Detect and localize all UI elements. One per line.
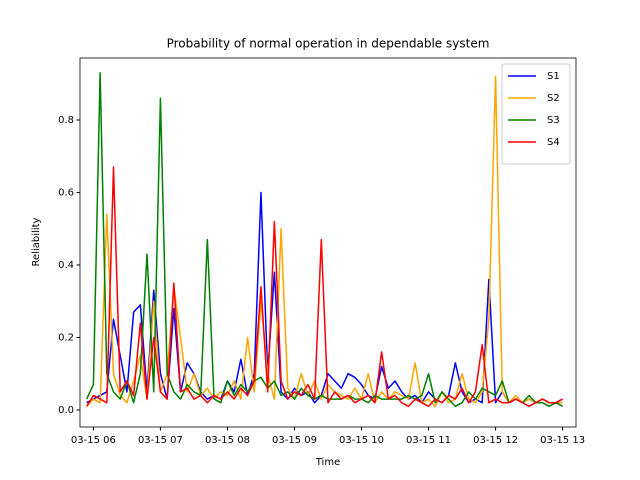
legend-label: S3	[547, 115, 560, 126]
plot-frame	[79, 57, 577, 428]
y-tick-label: 0.8	[58, 115, 74, 126]
x-axis-label: Time	[315, 457, 340, 468]
legend-label: S2	[547, 93, 560, 104]
x-tick-label: 03-15 07	[138, 435, 183, 446]
series-line	[86, 166, 563, 408]
series-line	[86, 75, 563, 408]
x-tick-label: 03-15 08	[205, 435, 250, 446]
legend-label: S4	[547, 137, 560, 148]
x-tick-label: 03-15 12	[473, 435, 518, 446]
y-tick-label: 0.0	[58, 405, 74, 416]
chart-title: Probability of normal operation in depen…	[167, 37, 490, 51]
legend-box	[501, 63, 571, 165]
y-axis-label: Reliability	[31, 217, 42, 266]
y-tick-label: 0.6	[58, 187, 74, 198]
legend-label: S1	[547, 71, 560, 82]
y-tick-label: 0.2	[58, 332, 74, 343]
x-tick-label: 03-15 09	[272, 435, 317, 446]
series-line	[86, 72, 563, 408]
x-tick-label: 03-15 13	[540, 435, 585, 446]
y-tick-label: 0.4	[58, 260, 74, 271]
x-tick-label: 03-15 11	[406, 435, 451, 446]
x-tick-label: 03-15 10	[339, 435, 384, 446]
x-tick-label: 03-15 06	[71, 435, 116, 446]
